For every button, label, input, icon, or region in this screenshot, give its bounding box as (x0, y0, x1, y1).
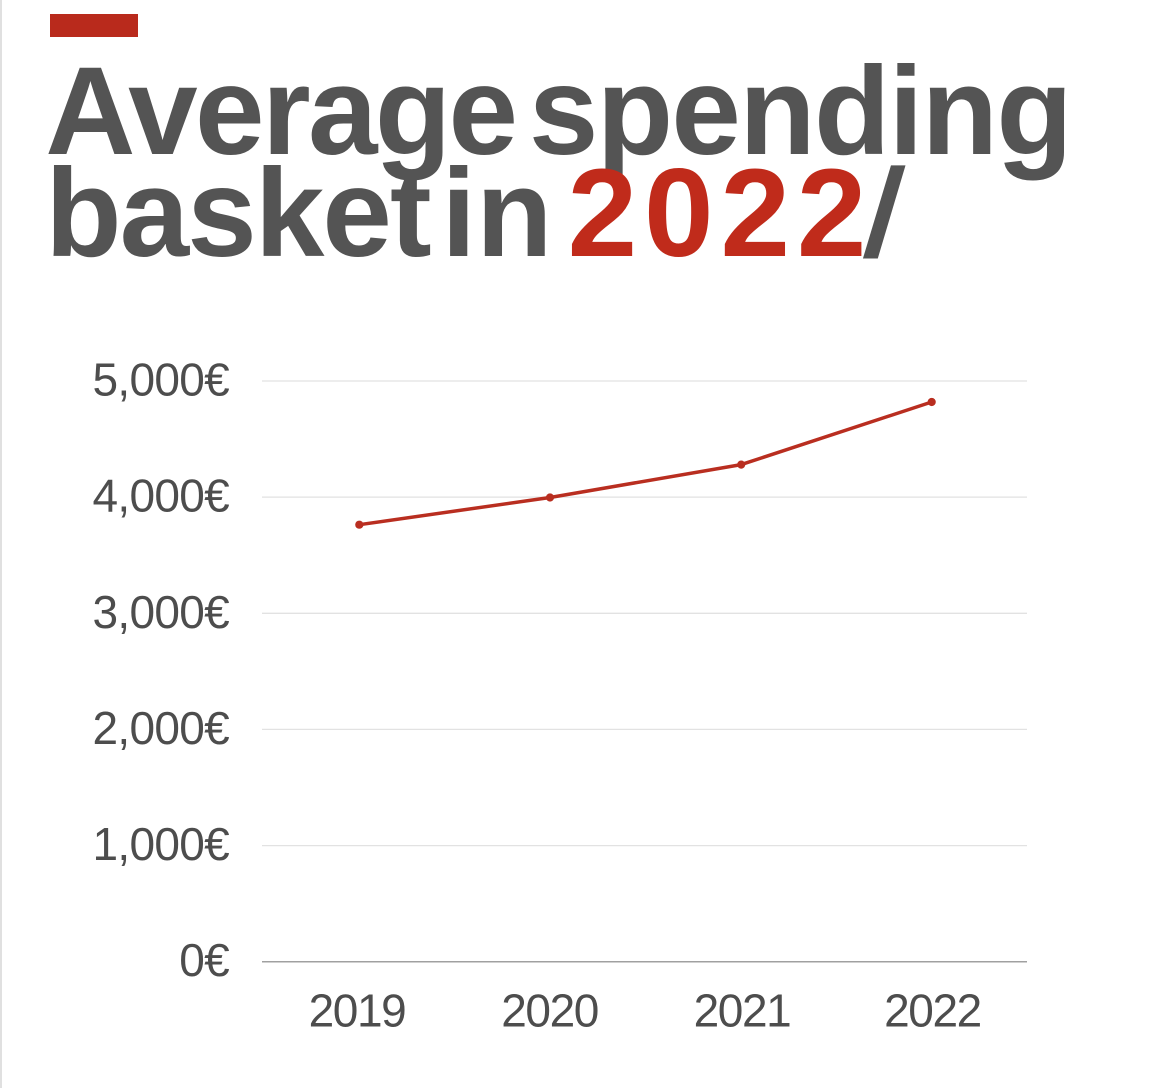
svg-text:1,000€: 1,000€ (93, 818, 230, 870)
svg-text:3,000€: 3,000€ (93, 586, 230, 638)
svg-text:2020: 2020 (501, 985, 598, 1037)
svg-text:5,000€: 5,000€ (93, 354, 230, 406)
svg-text:2022: 2022 (884, 985, 981, 1037)
svg-text:2019: 2019 (309, 985, 406, 1037)
svg-text:0€: 0€ (179, 934, 229, 986)
svg-text:2,000€: 2,000€ (93, 702, 230, 754)
svg-text:2021: 2021 (694, 985, 791, 1037)
svg-text:4,000€: 4,000€ (93, 470, 230, 522)
